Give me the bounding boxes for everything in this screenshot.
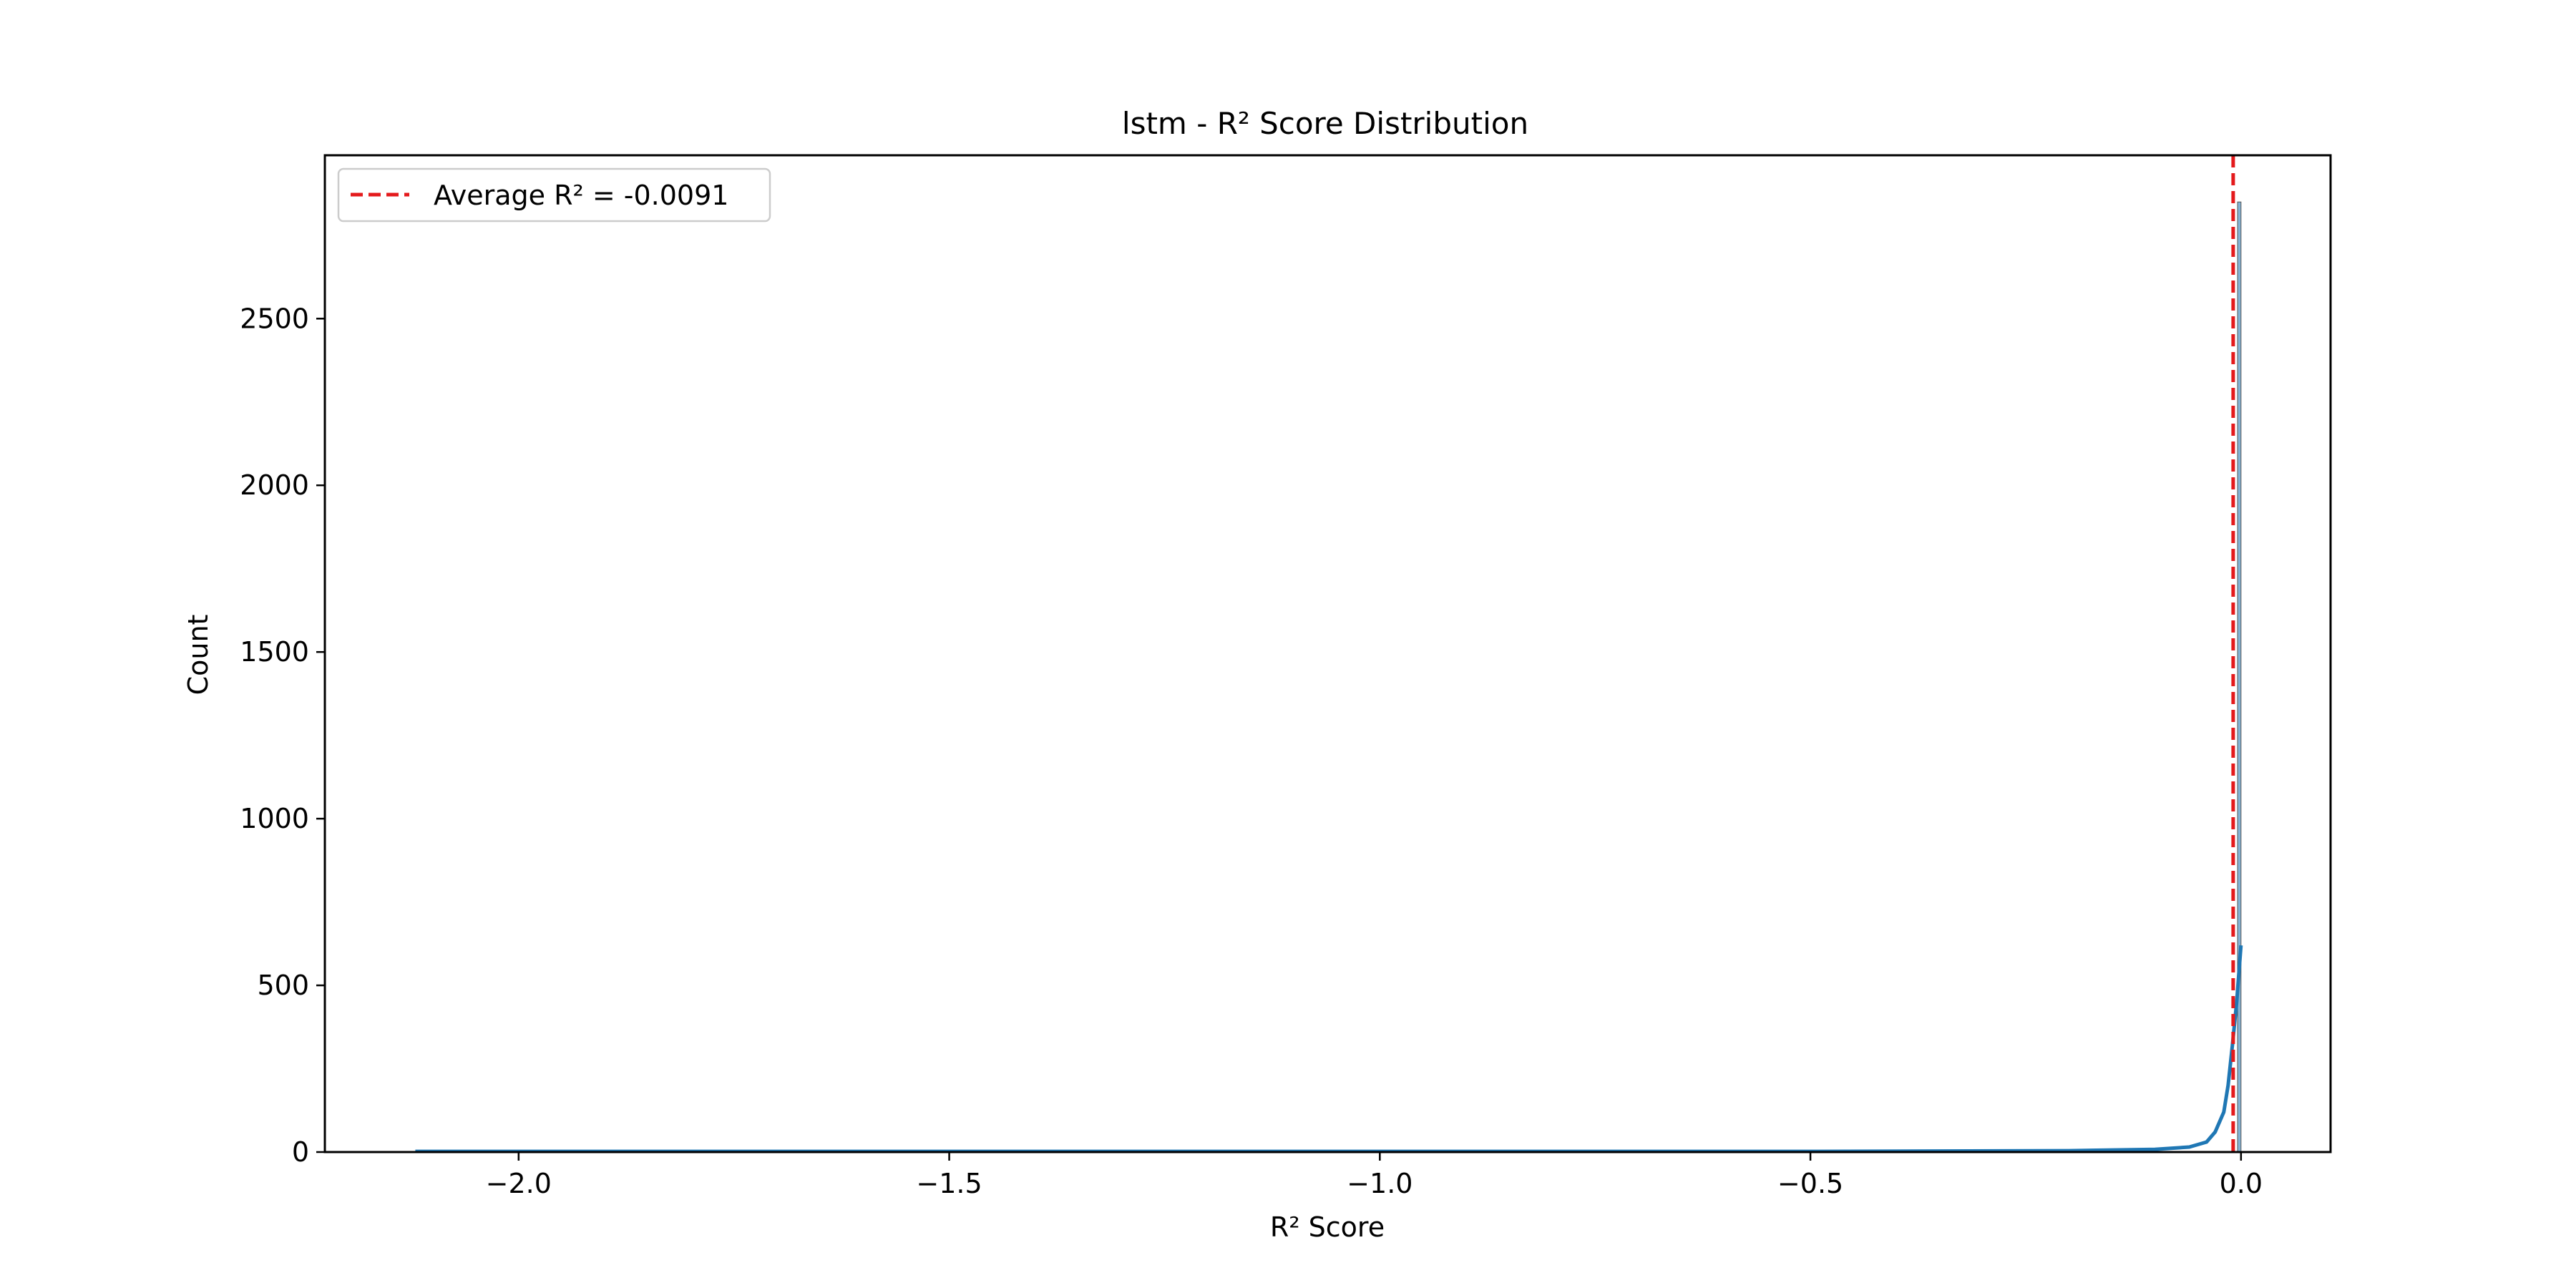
y-tick-label: 0 bbox=[292, 1136, 309, 1168]
y-axis-label: Count bbox=[182, 615, 214, 696]
chart-title: lstm - R² Score Distribution bbox=[1122, 106, 1528, 141]
x-tick-label: −1.5 bbox=[916, 1168, 982, 1199]
y-axis: 0 500 1000 1500 2000 2500 bbox=[240, 303, 325, 1168]
y-tick-label: 1500 bbox=[240, 636, 309, 668]
histogram-bar bbox=[2237, 201, 2242, 1152]
y-tick-label: 2500 bbox=[240, 303, 309, 334]
y-tick-label: 1000 bbox=[240, 803, 309, 834]
x-axis: −2.0 −1.5 −1.0 −0.5 0.0 bbox=[486, 1152, 2263, 1199]
y-tick-label: 500 bbox=[257, 970, 309, 1001]
y-tick-label: 2000 bbox=[240, 469, 309, 501]
x-tick-label: −1.0 bbox=[1347, 1168, 1413, 1199]
plot-area bbox=[415, 155, 2243, 1152]
legend-box bbox=[337, 167, 771, 223]
kde-line bbox=[415, 945, 2243, 1152]
x-tick-label: 0.0 bbox=[2220, 1168, 2263, 1199]
x-axis-label: R² Score bbox=[1270, 1211, 1385, 1243]
chart-marks bbox=[415, 155, 2243, 1152]
plot-frame bbox=[323, 154, 2332, 1153]
legend: Average R² = -0.0091 bbox=[337, 167, 771, 223]
legend-average-label: Average R² = -0.0091 bbox=[434, 180, 728, 211]
x-tick-label: −0.5 bbox=[1777, 1168, 1843, 1199]
x-tick-label: −2.0 bbox=[486, 1168, 552, 1199]
